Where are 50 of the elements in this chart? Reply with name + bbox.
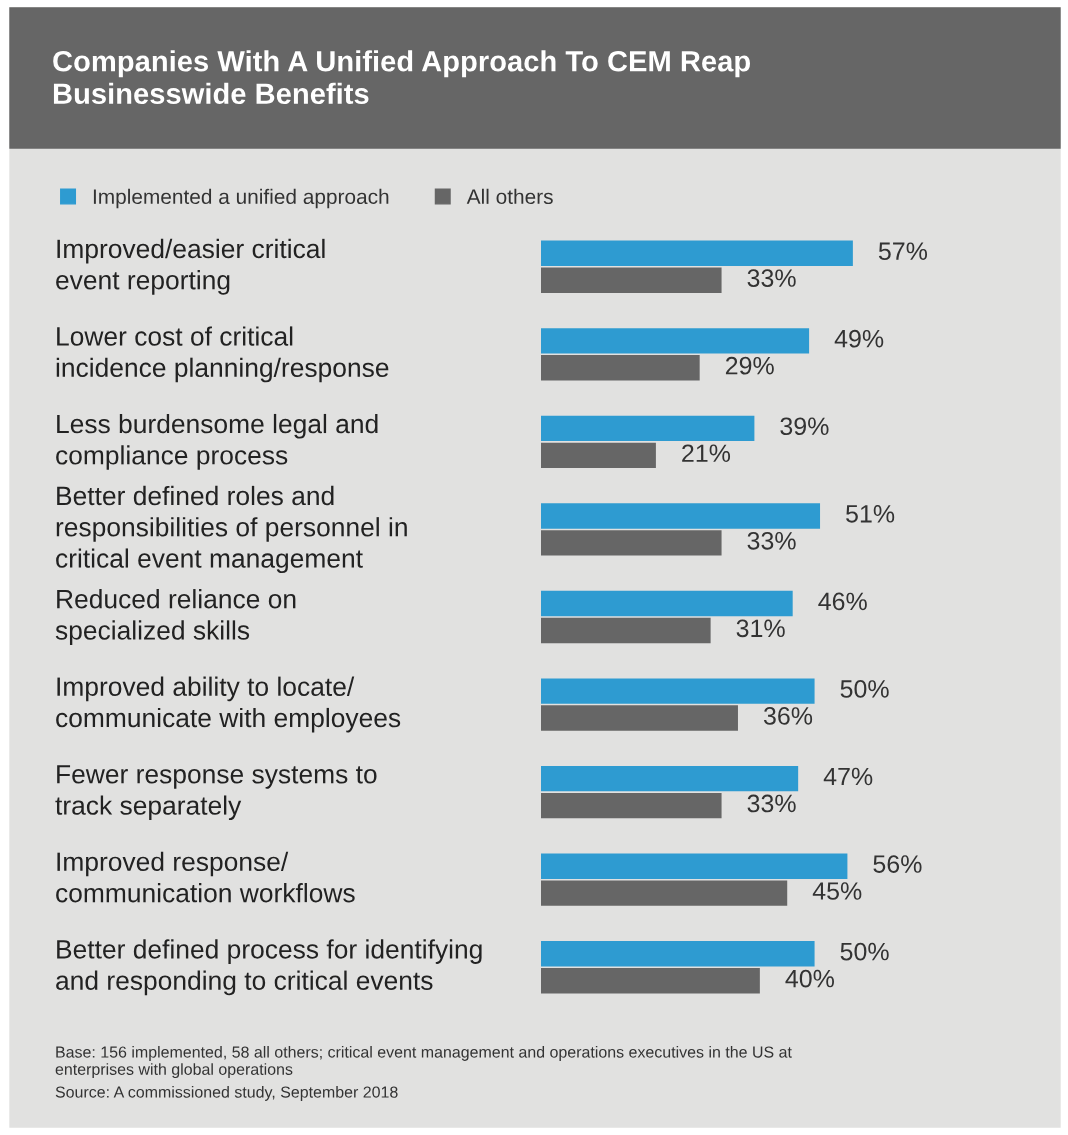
data-label: 39% [780, 417, 829, 436]
text: Base: 156 implemented, 58 all others; critical event management and operations executives in the US at enterprises with global operations [55, 1046, 792, 1079]
data-label: 57% [878, 242, 928, 261]
bar [541, 617, 711, 644]
data-label: 47% [823, 767, 873, 786]
data-label: 51% [846, 505, 895, 523]
legend-label: All others [466, 188, 553, 205]
bar [541, 853, 848, 879]
y-tick-label: Fewer response systems to track separately [55, 765, 377, 821]
bar [541, 442, 656, 469]
y-tick-label: Improved/easier critical event reporting [56, 238, 325, 295]
data-label: 33% [747, 269, 796, 287]
bar [541, 968, 760, 994]
data-label: 21% [682, 444, 731, 462]
data-label: 33% [747, 794, 796, 813]
bar [541, 240, 853, 266]
y-tick-label: Improved response/ communication workflows [56, 851, 355, 903]
data-label: 50% [840, 680, 889, 698]
y-tick-label: Better defined roles and responsibilities of personnel in critical event management [56, 485, 407, 574]
y-tick-label: Improved ability to locate/ communicate with employees [56, 676, 401, 733]
chart-title: Companies With A Unified Approach To CEM Reap Businesswide Benefits [53, 50, 750, 105]
y-tick-label: Lower cost of critical incidence planning/response [56, 326, 389, 383]
bar [541, 530, 722, 556]
bar [541, 880, 788, 906]
y-tick-label: Less burdensome legal and compliance process [56, 413, 378, 470]
bar [541, 705, 738, 731]
bar [541, 941, 815, 967]
source-note: Source: A commissioned study, September 2018 [55, 1086, 398, 1101]
data-label: 33% [747, 531, 796, 550]
data-label: 40% [785, 969, 835, 988]
data-label: 46% [818, 592, 867, 611]
data-label: 31% [736, 619, 785, 638]
bar [541, 678, 815, 704]
data-label: 50% [840, 942, 889, 961]
bar [541, 328, 810, 354]
bar [541, 415, 755, 442]
data-label: 56% [873, 855, 922, 873]
bar [541, 792, 722, 819]
bar [541, 590, 793, 617]
bar [541, 267, 722, 293]
data-label: 29% [725, 356, 774, 375]
bar [541, 355, 700, 381]
legend-label: Implemented a unified approach [93, 188, 389, 209]
bar [541, 503, 821, 529]
data-label: 36% [763, 707, 813, 725]
y-tick-label: Better defined process for identifying and responding to critical events [56, 939, 482, 996]
y-tick-label: Reduced reliance on specialized skills [55, 589, 296, 645]
data-label: 45% [812, 882, 862, 900]
bar [541, 765, 799, 792]
data-label: 49% [834, 329, 884, 348]
